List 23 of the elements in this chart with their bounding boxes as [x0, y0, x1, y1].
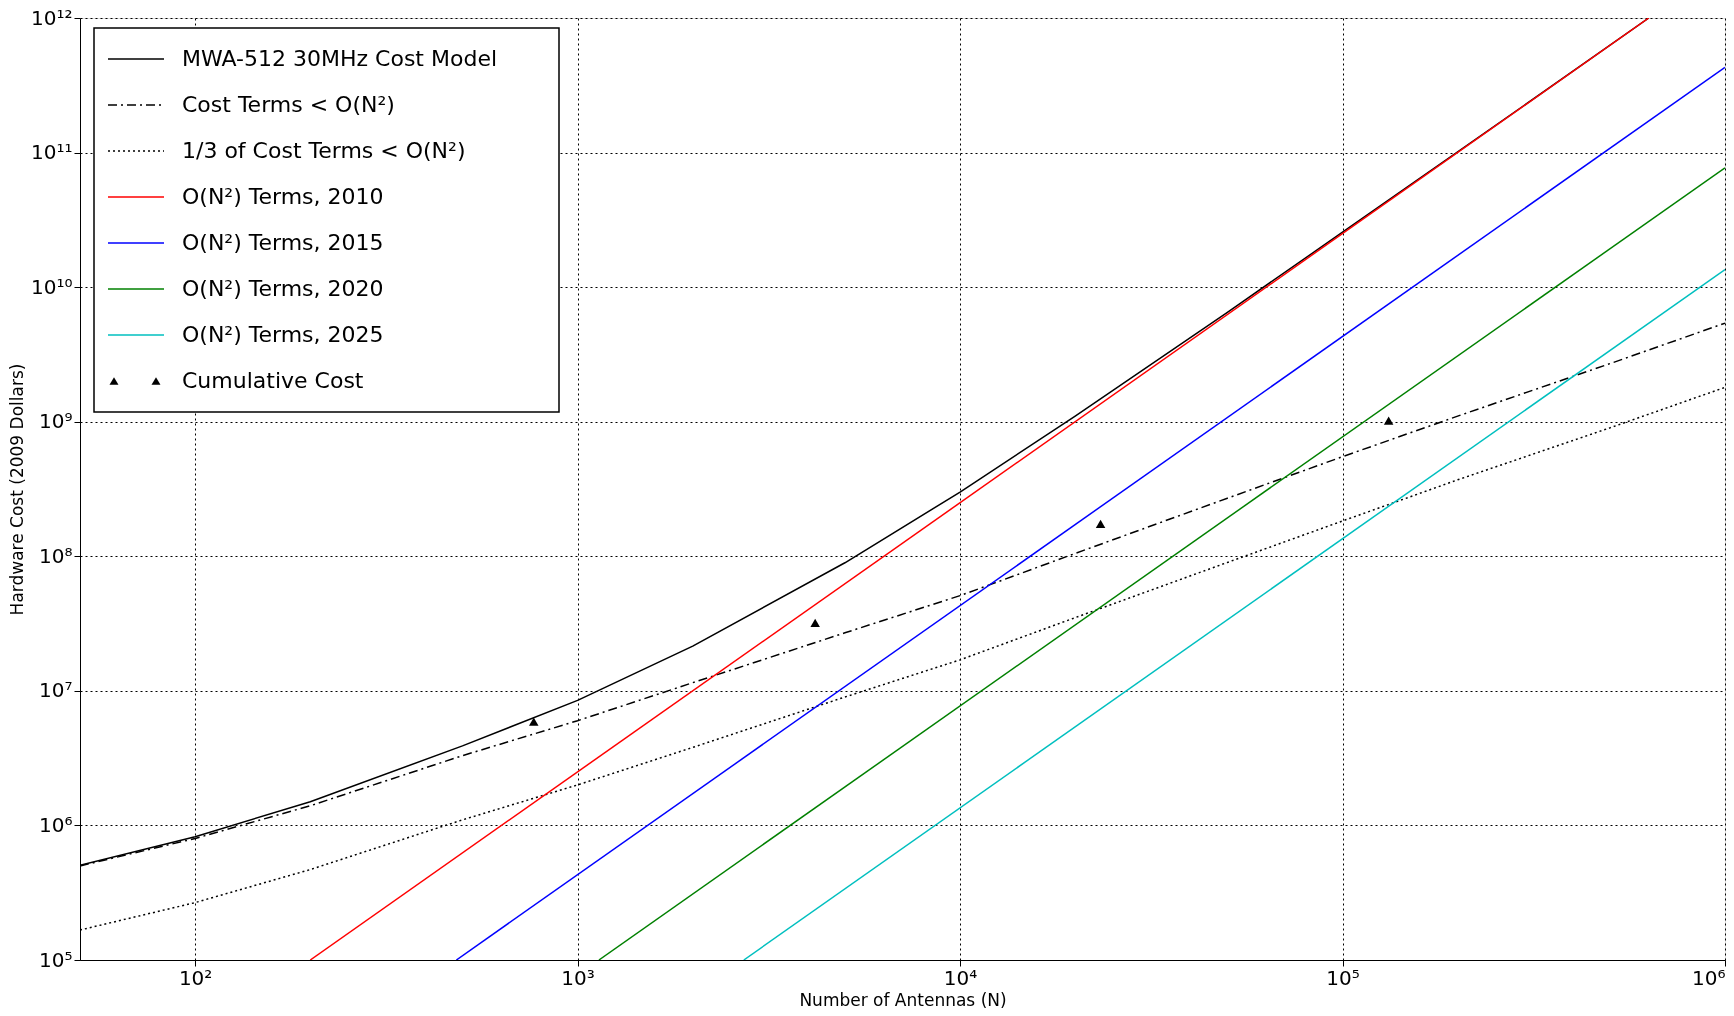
legend-label: 1/3 of Cost Terms < O(N²) — [182, 138, 466, 163]
legend-label: Cumulative Cost — [182, 368, 364, 393]
legend-label: O(N²) Terms, 2010 — [182, 184, 384, 209]
x-tick-label: 10³ — [561, 965, 595, 990]
legend-label: O(N²) Terms, 2025 — [182, 322, 384, 347]
x-axis-title: Number of Antennas (N) — [799, 989, 1007, 1010]
legend-label: O(N²) Terms, 2015 — [182, 230, 384, 255]
y-tick-label: 10⁸ — [39, 543, 73, 568]
y-axis-title: Hardware Cost (2009 Dollars) — [7, 363, 28, 616]
y-tick-label: 10⁵ — [39, 947, 73, 972]
legend-label: Cost Terms < O(N²) — [182, 92, 395, 117]
y-tick-label: 10⁷ — [39, 678, 73, 703]
y-tick-label: 10⁹ — [39, 409, 73, 434]
y-tick-label: 10⁶ — [39, 812, 73, 837]
legend-label: MWA-512 30MHz Cost Model — [182, 46, 498, 71]
y-tick-label: 10¹² — [31, 5, 73, 30]
x-tick-label: 10² — [178, 965, 213, 990]
y-tick-label: 10¹¹ — [31, 140, 73, 165]
y-tick-label: 10¹⁰ — [31, 274, 73, 299]
x-tick-label: 10⁴ — [943, 965, 978, 990]
legend-label: O(N²) Terms, 2020 — [182, 276, 384, 301]
x-tick-label: 10⁵ — [1326, 965, 1360, 990]
x-tick-label: 10⁶ — [1692, 965, 1726, 990]
